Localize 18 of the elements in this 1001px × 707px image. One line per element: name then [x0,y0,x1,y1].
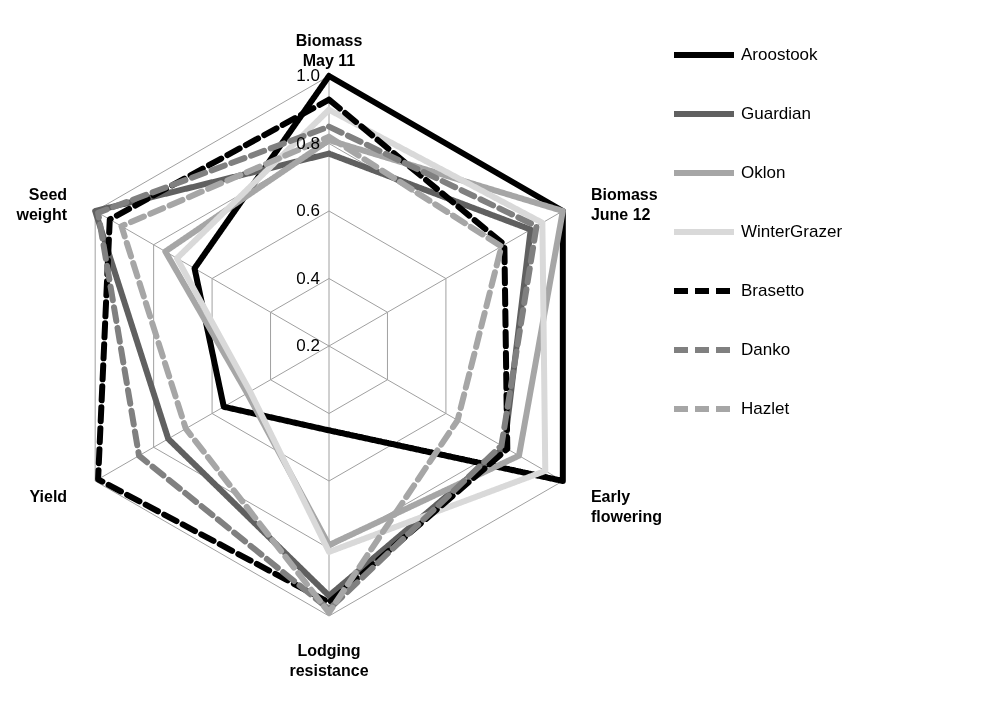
legend-label: Oklon [741,163,786,182]
y-tick-label: 1.0 [296,66,320,85]
y-tick-label: 0.4 [296,268,320,288]
legend-label: Guardian [741,104,811,123]
y-tick-label: 0.6 [296,201,320,220]
spoke-label: Lodging resistance [289,642,369,680]
y-tick-label: 0.2 [296,336,320,355]
legend-label: Brasetto [741,281,805,300]
spoke-label: Seed weight [15,185,68,223]
spoke-label: Early flowering [590,488,662,526]
legend-label: WinterGrazer [741,222,843,241]
legend-label: Danko [741,340,791,359]
spoke-label: Biomass June 12 [590,185,658,223]
spoke-label: Biomass May 11 [295,31,363,69]
legend-label: Hazlet [741,399,790,418]
spoke-label: Yield [29,488,68,506]
legend-label: Aroostook [741,45,819,64]
y-tick-label: 0.8 [296,133,320,153]
